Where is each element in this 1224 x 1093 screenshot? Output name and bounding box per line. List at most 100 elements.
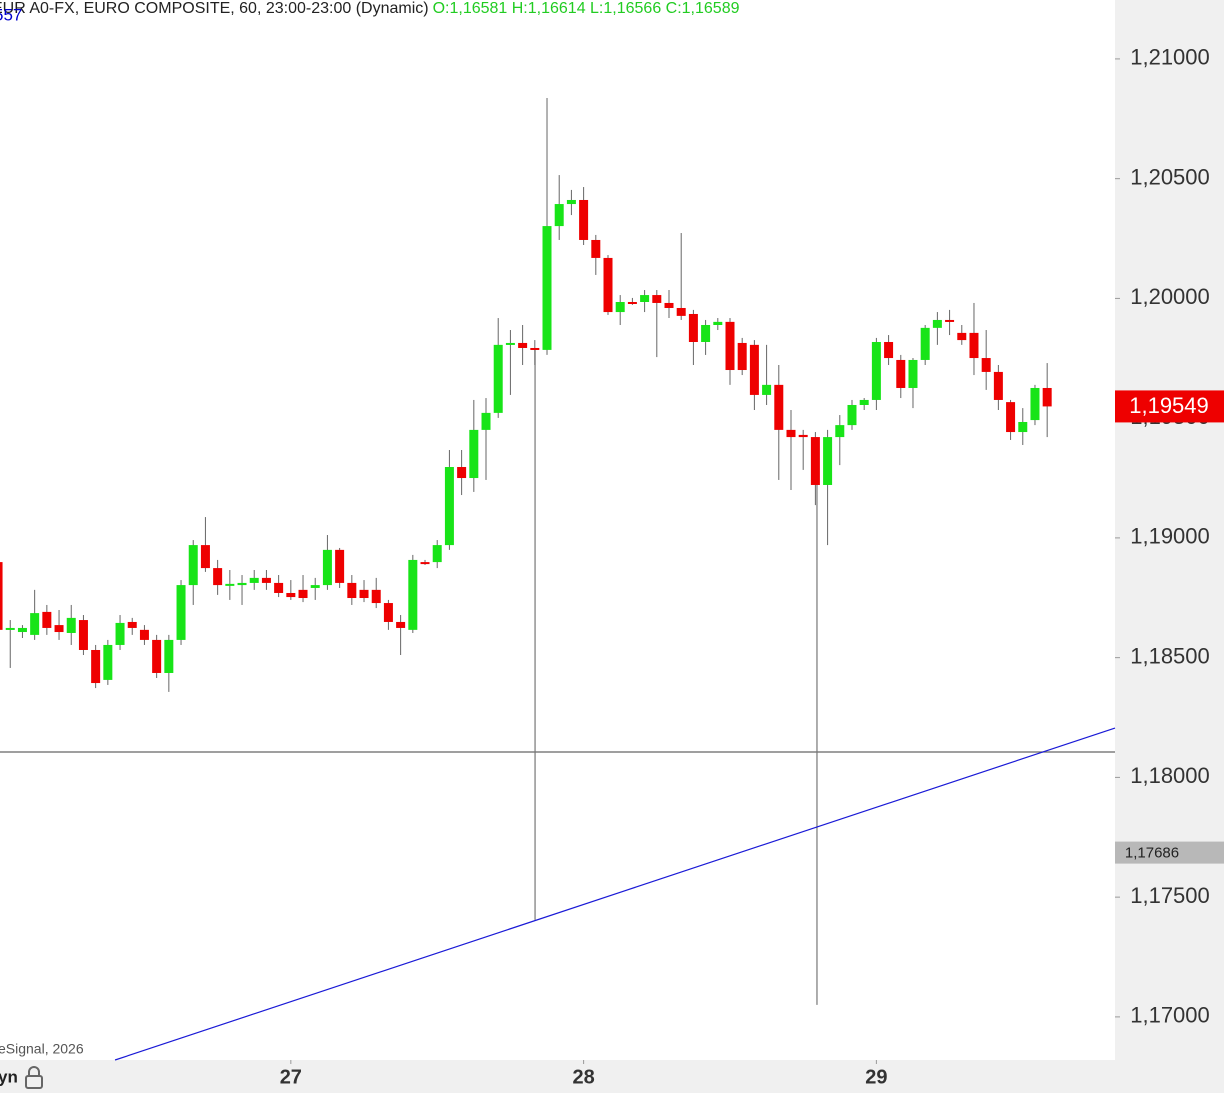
candle-body [932, 319, 942, 328]
candle-body [688, 313, 698, 342]
candle-body [884, 341, 894, 359]
candle-body [713, 321, 723, 325]
candle-body [78, 620, 88, 650]
candle-body [1042, 387, 1052, 407]
candle-body [286, 592, 296, 598]
lock-icon [25, 1066, 43, 1089]
ohlc-readout: O:1,16581 H:1,16614 L:1,16566 C:1,16589 [433, 0, 740, 17]
candle-body [615, 302, 625, 313]
source-label: eSignal, 2026 [0, 1041, 84, 1057]
candle-body [749, 344, 759, 395]
candle-body [603, 257, 613, 313]
candle-body [627, 302, 637, 305]
y-tick-label: 1,20000 [1130, 284, 1210, 309]
x-tick-label: 29 [865, 1066, 887, 1088]
candle-body [408, 559, 418, 630]
candle-body [810, 437, 820, 485]
candle-body [774, 384, 784, 430]
candle-body [518, 342, 528, 348]
candle-body [823, 437, 833, 485]
candle-body [152, 639, 162, 673]
candle-body [188, 545, 198, 586]
candle-body [383, 603, 393, 622]
candle-body [91, 649, 101, 684]
candle-body [505, 342, 515, 345]
candle-body [237, 582, 247, 586]
candle-body [701, 324, 711, 342]
candle-body [896, 359, 906, 388]
candle-body [30, 613, 40, 635]
candle-body [176, 585, 186, 640]
candle-body [298, 589, 308, 599]
candle-body [396, 621, 406, 628]
candle-body [66, 617, 76, 633]
candle-body [591, 239, 601, 258]
candle-body [5, 627, 15, 630]
candle-body [371, 589, 381, 604]
candle-body [908, 359, 918, 388]
y-tick-label: 1,17000 [1130, 1003, 1210, 1028]
candle-body [261, 577, 271, 583]
price-marker [1115, 841, 1224, 864]
candle-body [859, 399, 869, 405]
candle-body [225, 583, 235, 586]
candle-body [762, 384, 772, 395]
candle-body [566, 199, 576, 205]
candle-body [127, 621, 137, 628]
candle-body [139, 629, 149, 640]
corner-label: 557 [0, 5, 22, 24]
candle-body [54, 625, 64, 633]
candle-body [17, 627, 27, 633]
candle-body [103, 644, 113, 680]
price-marker-label: 1,19549 [1129, 393, 1209, 418]
candle-body [798, 434, 808, 438]
candle-body [347, 582, 357, 599]
candle-body [310, 585, 320, 588]
candle-body [652, 295, 662, 303]
candle-body [969, 332, 979, 359]
candle-body [274, 582, 284, 593]
candle-body [1018, 421, 1028, 433]
candle-body [847, 404, 857, 426]
candle-body [0, 562, 3, 630]
candle-body [579, 199, 589, 240]
candle-body [530, 347, 540, 350]
price-axis-panel [1115, 0, 1224, 1093]
footer-label: yn [0, 1067, 18, 1086]
candle-body [737, 342, 747, 371]
candle-body [115, 622, 125, 645]
candle-body [432, 545, 442, 563]
candle-body [554, 204, 564, 227]
candle-body [664, 302, 674, 308]
candle-body [725, 321, 735, 371]
chart-title: EUR A0-FX, EURO COMPOSITE, 60, 23:00-23:… [0, 0, 429, 17]
price-marker-label: 1,17686 [1125, 845, 1179, 862]
candle-body [945, 319, 955, 322]
candle-body [542, 226, 552, 350]
price-marker [1115, 390, 1224, 423]
candle-body [481, 412, 491, 430]
candle-body [981, 358, 991, 372]
candle-body [249, 577, 259, 583]
candle-body [457, 467, 467, 479]
y-tick-label: 1,17500 [1130, 883, 1210, 908]
y-tick-label: 1,18500 [1130, 643, 1210, 668]
candle-body [835, 425, 845, 438]
time-axis-panel [0, 1060, 1224, 1093]
y-tick-label: 1,21000 [1130, 45, 1210, 70]
drawn-line [114, 727, 1116, 1061]
candle-body [420, 562, 430, 565]
candle-body [322, 549, 332, 586]
candle-body [786, 429, 796, 438]
x-tick-label: 28 [572, 1066, 594, 1088]
candle-body [493, 344, 503, 413]
candle-body [164, 639, 174, 673]
y-tick-label: 1,20500 [1130, 164, 1210, 189]
candle-body [871, 341, 881, 400]
plot-area [0, 97, 1116, 1061]
candle-body [213, 568, 223, 586]
candle-body [444, 467, 454, 546]
candle-body [993, 371, 1003, 400]
candle-body [1030, 387, 1040, 421]
